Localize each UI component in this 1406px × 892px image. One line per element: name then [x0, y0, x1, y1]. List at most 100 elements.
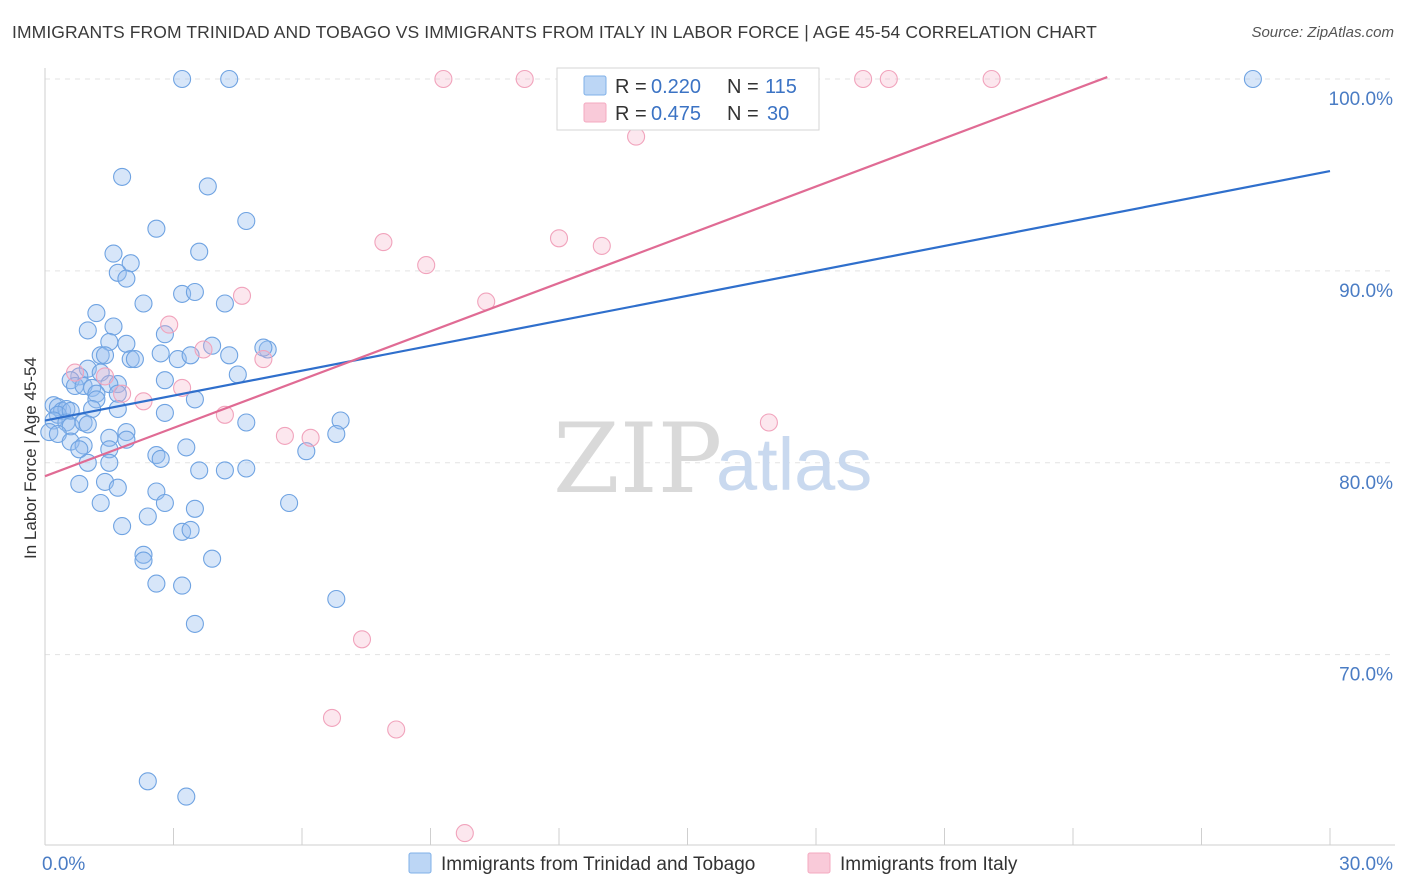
point-s0-32 [220, 346, 239, 365]
point-s0-91 [113, 517, 132, 536]
watermark-atlas: atlas [716, 423, 872, 506]
x-tick-label-30: 30.0% [1339, 854, 1393, 875]
point-s0-79 [100, 453, 119, 472]
point-s0-72 [70, 440, 89, 459]
point-s0-56 [155, 403, 174, 422]
point-s0-70 [327, 424, 346, 444]
y-tick-label-90: 90.0% [1339, 281, 1393, 302]
point-s0-61 [78, 415, 97, 434]
point-s0-81 [215, 461, 234, 480]
gridlines [45, 78, 1395, 656]
point-s0-94 [181, 520, 200, 539]
point-s0-4 [198, 177, 217, 196]
legend-r-label-0: R = [615, 76, 647, 98]
point-s0-0 [173, 69, 192, 89]
point-s0-21 [117, 334, 136, 353]
legend-n-label-1: N = [727, 103, 759, 125]
trend-line-1 [44, 76, 1108, 478]
y-tick-label-100: 100.0% [1329, 89, 1394, 110]
chart-source: Source: ZipAtlas.com [1251, 24, 1394, 41]
point-s1-16 [95, 367, 115, 386]
point-s0-82 [237, 459, 256, 478]
point-s0-102 [138, 772, 157, 791]
point-s0-13 [185, 282, 204, 302]
bottom-legend-label-0: Immigrants from Trinidad and Tobago [441, 854, 755, 875]
point-s0-89 [280, 493, 299, 513]
legend-swatch-0 [583, 75, 607, 96]
legend-n-label-0: N = [727, 76, 759, 98]
point-s0-28 [125, 350, 144, 369]
point-s1-0 [434, 69, 453, 89]
bottom-legend-label-1: Immigrants from Italy [840, 854, 1018, 875]
point-s0-100 [327, 589, 346, 609]
point-s0-29 [151, 344, 170, 363]
point-s1-14 [194, 340, 213, 359]
point-s1-9 [592, 236, 611, 255]
legend-r-value-0: 0.220 [651, 76, 701, 98]
legend-r-label-1: R = [615, 103, 647, 125]
y-tick-labels: 70.0% 80.0% 90.0% 100.0% [1329, 89, 1394, 686]
point-s0-15 [215, 294, 234, 313]
axes [44, 68, 1395, 846]
point-s0-62 [237, 413, 256, 432]
point-s0-2 [1243, 69, 1262, 89]
point-s0-14 [134, 294, 153, 313]
point-s1-25 [352, 630, 372, 649]
point-s0-46 [108, 384, 127, 403]
point-s0-19 [155, 325, 174, 344]
data-points [40, 69, 1262, 843]
point-s0-92 [138, 507, 157, 526]
y-tick-label-70: 70.0% [1339, 665, 1393, 686]
point-s0-85 [108, 478, 127, 497]
legend-n-value-1: 30 [767, 103, 789, 125]
legend-swatch-1 [583, 102, 607, 123]
point-s0-17 [78, 321, 97, 340]
x-tick-labels: 0.0% 30.0% [42, 854, 1393, 875]
watermark-zip: ZIP [553, 403, 722, 515]
point-s1-22 [275, 426, 294, 445]
point-s0-3 [113, 167, 132, 186]
legend-box: R = 0.220 N = 115 R = 0.475 N = 30 [556, 67, 820, 131]
point-s0-37 [155, 371, 174, 390]
point-s0-63 [331, 411, 350, 430]
trend-line-0 [44, 170, 1331, 422]
point-s0-76 [177, 438, 196, 457]
point-s0-45 [87, 390, 106, 409]
point-s0-26 [95, 346, 115, 365]
point-s1-28 [455, 824, 474, 843]
point-s0-18 [104, 317, 123, 336]
point-s0-75 [151, 449, 170, 468]
bottom-legend-swatch-0 [408, 852, 432, 874]
point-s1-1 [515, 69, 534, 89]
point-s0-99 [173, 576, 192, 595]
point-s1-10 [417, 256, 436, 275]
point-s0-90 [91, 493, 110, 513]
point-s0-83 [70, 474, 89, 493]
point-s1-8 [549, 229, 569, 248]
y-tick-label-80: 80.0% [1339, 473, 1393, 494]
point-s1-24 [759, 413, 778, 432]
point-s1-13 [160, 315, 179, 334]
point-s0-11 [117, 269, 136, 288]
point-s1-7 [374, 233, 393, 252]
legend-n-value-0: 115 [765, 76, 797, 98]
point-s0-87 [155, 493, 174, 513]
point-s0-68 [117, 423, 136, 442]
point-s0-103 [177, 787, 196, 806]
y-axis-label: In Labor Force | Age 45-54 [21, 357, 40, 559]
point-s1-26 [322, 708, 342, 727]
point-s0-95 [134, 545, 153, 564]
x-tick-label-0: 0.0% [42, 854, 85, 875]
watermark: ZIP atlas [553, 403, 872, 515]
point-s0-77 [297, 442, 316, 461]
point-s0-1 [220, 69, 239, 89]
legend-r-value-1: 0.475 [651, 103, 701, 125]
point-s0-6 [147, 219, 166, 238]
point-s1-17 [65, 363, 85, 382]
point-s0-7 [104, 244, 123, 263]
point-s0-38 [228, 365, 247, 384]
point-s1-27 [387, 720, 406, 739]
point-s0-97 [203, 549, 222, 568]
point-s0-98 [147, 574, 166, 593]
